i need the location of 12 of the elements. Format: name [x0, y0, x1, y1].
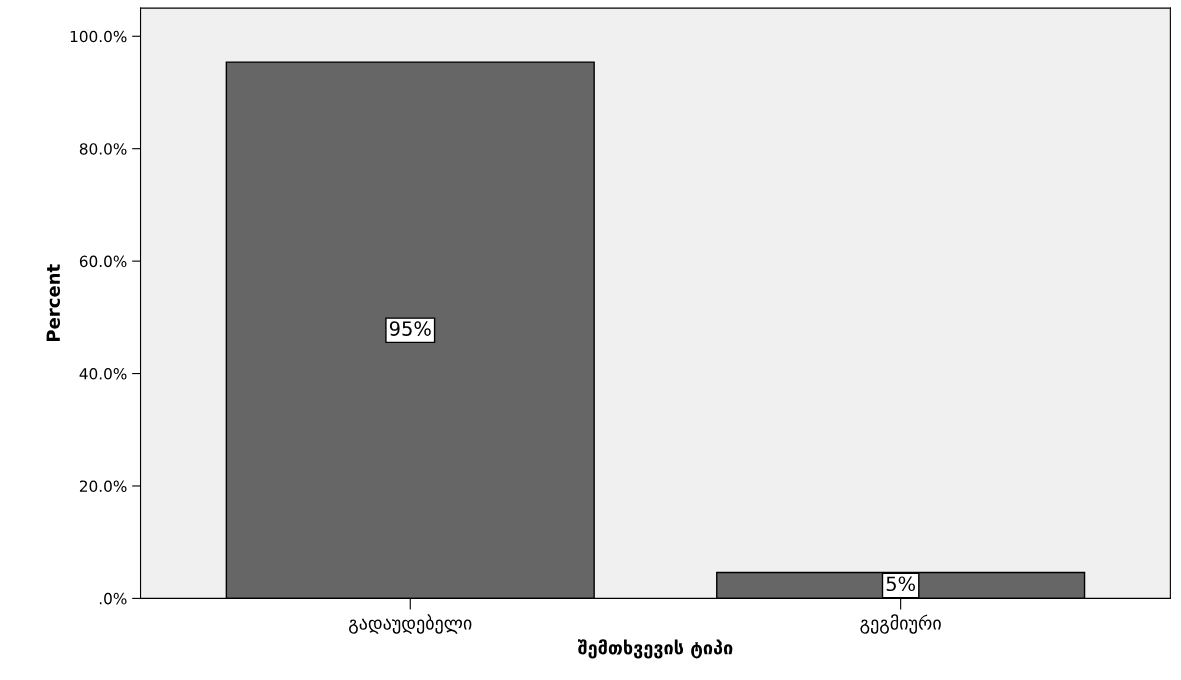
- y-tick-label: 20.0%: [79, 480, 127, 492]
- y-tick-label: 40.0%: [79, 368, 127, 380]
- data-label: 5%: [886, 576, 915, 592]
- x-axis-title: შემთხვევის ტიპი: [578, 639, 733, 659]
- y-tick-label: 60.0%: [79, 255, 127, 268]
- data-label: 95%: [389, 321, 431, 336]
- x-tick-label: გადაუდებელი: [349, 614, 472, 634]
- y-axis-title: Percent: [46, 264, 61, 342]
- y-tick-label: .0%: [99, 592, 127, 605]
- x-tick-label: გეგმიური: [860, 614, 941, 634]
- y-tick-label: 100.0%: [70, 30, 127, 43]
- y-tick-label: 80.0%: [79, 143, 127, 155]
